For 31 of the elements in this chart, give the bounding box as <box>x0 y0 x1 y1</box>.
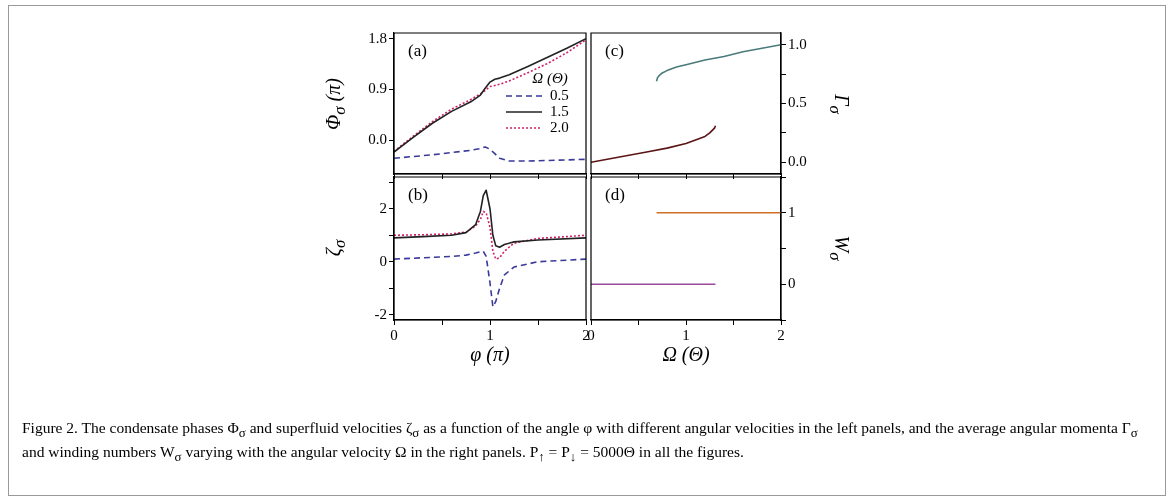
y-tick-label: 1.0 <box>788 35 807 52</box>
line-series <box>394 210 586 260</box>
y-tick-label: 0.9 <box>368 80 387 97</box>
y-tick-label: -2 <box>374 305 387 322</box>
x-tick-label: 1 <box>682 326 690 343</box>
line-series <box>394 146 586 162</box>
y-tick-label: 0 <box>379 252 387 269</box>
annotation: (d) <box>605 184 625 204</box>
legend-title: Ω (Θ) <box>532 69 568 87</box>
annotation: (b) <box>408 184 428 204</box>
annotation: (c) <box>605 40 624 60</box>
x-tick-label: 0 <box>587 326 595 343</box>
x-axis-title: Ω (Θ) <box>662 342 710 366</box>
x-tick-label: 2 <box>582 326 590 343</box>
legend-label: 2.0 <box>550 118 569 135</box>
legend-label: 1.5 <box>550 102 569 119</box>
x-tick-label: 2 <box>777 326 785 343</box>
x-tick-label: 0 <box>390 326 398 343</box>
y-tick-label: 1.8 <box>368 29 387 46</box>
y-tick-label: 0.0 <box>788 153 807 170</box>
y-tick-label: 0.0 <box>368 131 387 148</box>
legend-label: 0.5 <box>550 86 569 103</box>
text: Figure 2. The condensate phases Φ$_{σ}$ and superfluid velocities ζ$_{σ}$ as a function of the angle φ with different angular velocities in the left panels, and the average angular momenta Γ$_{σ}$ and winding numbers W$_{σ}$ varying with the angular velocity Ω in the right panels. P$_{↑}$ = P$_{↓}$ = 5000Θ in all the figures. <box>22 419 1138 465</box>
annotation: (a) <box>408 40 427 60</box>
y-tick-label: 1 <box>788 203 796 220</box>
y-tick-label: 0.5 <box>788 94 807 111</box>
y-tick-label: 0 <box>788 275 796 292</box>
x-axis-title: φ (π) <box>470 342 510 366</box>
line-series <box>394 250 586 308</box>
x-tick-label: 1 <box>486 326 494 343</box>
y-tick-label: 2 <box>379 199 387 216</box>
